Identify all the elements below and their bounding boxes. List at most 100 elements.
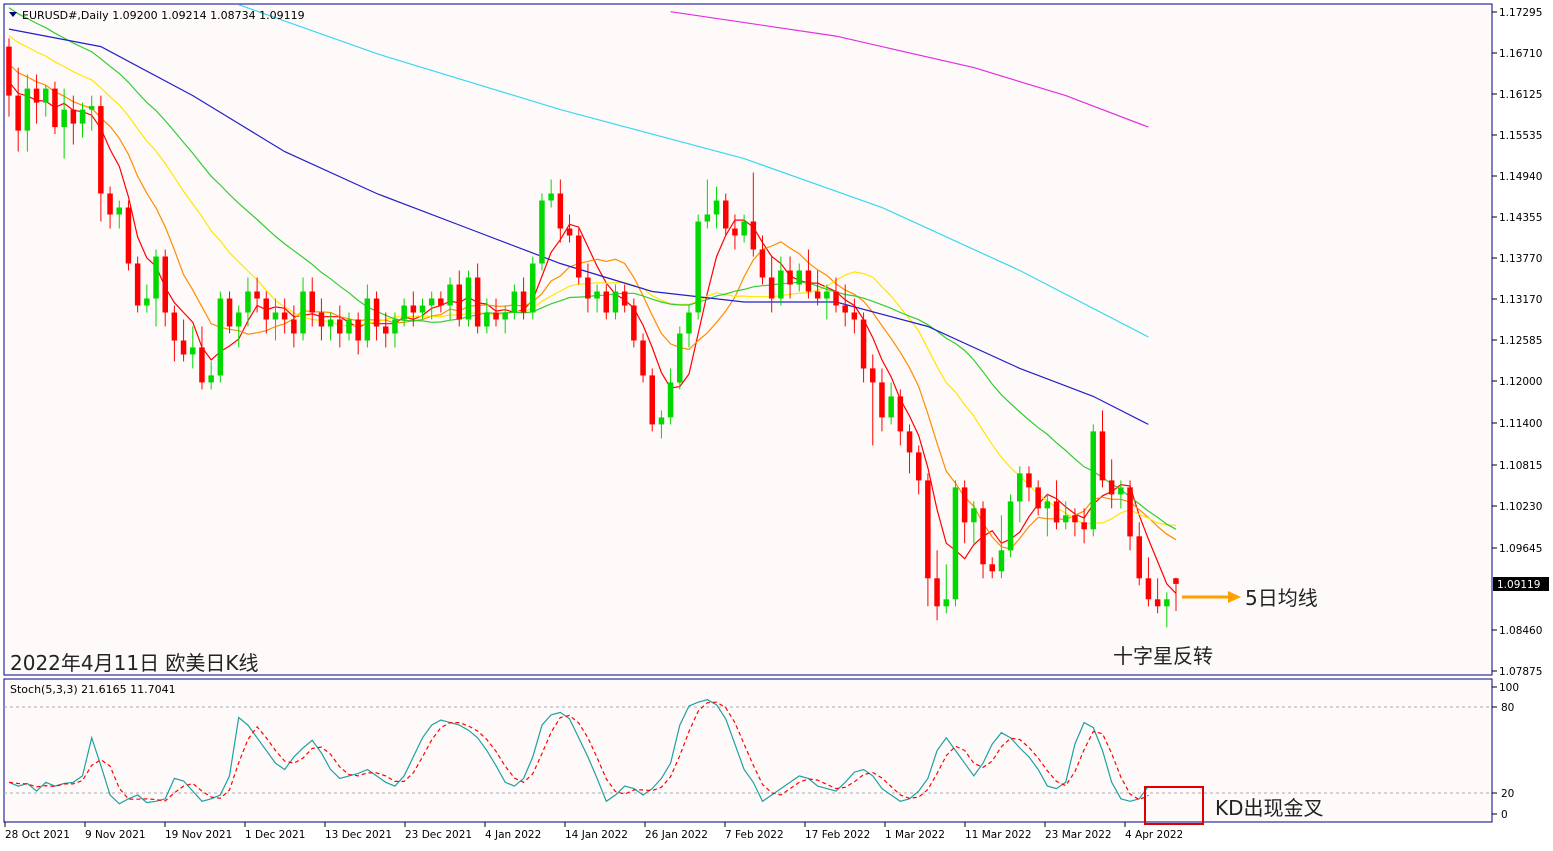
doji-label: 十字星反转 bbox=[1113, 644, 1213, 668]
ma5-arrow-head-icon bbox=[1228, 591, 1241, 603]
price-tick-label: 1.13770 bbox=[1499, 253, 1542, 265]
candle-body bbox=[484, 312, 490, 327]
stoch-header: Stoch(5,3,3) 21.6165 11.7041 bbox=[10, 683, 176, 696]
candle-body bbox=[566, 228, 573, 236]
candle-body bbox=[447, 284, 453, 306]
candle-body bbox=[1063, 515, 1069, 523]
candle-body bbox=[208, 375, 214, 383]
date-tick-label: 4 Jan 2022 bbox=[485, 829, 541, 841]
candle-body bbox=[465, 277, 472, 320]
candle-body bbox=[281, 312, 288, 320]
candle-body bbox=[171, 312, 178, 341]
candle-body bbox=[199, 347, 205, 383]
date-tick-label: 7 Feb 2022 bbox=[725, 829, 784, 841]
candle-body bbox=[870, 368, 876, 383]
candle-body bbox=[814, 291, 821, 299]
ma20-line bbox=[8, 35, 1177, 526]
candle-body bbox=[6, 46, 12, 96]
candle-body bbox=[1035, 487, 1041, 509]
candle-body bbox=[61, 109, 67, 128]
price-tick-label: 1.17295 bbox=[1499, 7, 1542, 19]
candle-body bbox=[107, 193, 113, 215]
candle-body bbox=[833, 291, 839, 306]
candle-body bbox=[337, 319, 343, 334]
candle-body bbox=[989, 564, 995, 572]
candle-body bbox=[33, 88, 40, 103]
candle-body bbox=[493, 312, 499, 320]
candle-body bbox=[153, 256, 159, 299]
candle-body bbox=[419, 305, 426, 313]
price-tick-label: 1.12000 bbox=[1499, 376, 1542, 388]
stoch-tick-label: 100 bbox=[1499, 682, 1519, 694]
candle-body bbox=[824, 291, 830, 299]
price-tick-label: 1.11400 bbox=[1499, 418, 1542, 430]
date-tick-label: 17 Feb 2022 bbox=[805, 829, 870, 841]
candle-body bbox=[401, 305, 407, 320]
candle-body bbox=[263, 298, 269, 320]
candle-body bbox=[998, 550, 1005, 572]
symbol-header: EURUSD#,Daily 1.09200 1.09214 1.08734 1.… bbox=[22, 9, 305, 22]
candle-body bbox=[530, 263, 536, 313]
dropdown-triangle-icon[interactable] bbox=[9, 12, 17, 17]
chart-caption: 2022年4月11日 欧美日K线 bbox=[10, 651, 259, 675]
candle-body bbox=[787, 270, 793, 285]
date-tick-label: 28 Oct 2021 bbox=[5, 829, 70, 841]
candle-body bbox=[300, 291, 306, 334]
stoch-tick-label: 80 bbox=[1501, 702, 1514, 714]
candle-body bbox=[52, 88, 58, 128]
candle-body bbox=[805, 270, 812, 292]
candle-body bbox=[695, 221, 701, 313]
candle-body bbox=[1017, 473, 1023, 502]
date-tick-label: 19 Nov 2021 bbox=[165, 829, 232, 841]
ma30-line bbox=[8, 7, 1177, 530]
candle-body bbox=[925, 480, 931, 579]
candle-body bbox=[750, 221, 757, 250]
stoch-signal-line bbox=[8, 701, 1149, 802]
candle-body bbox=[778, 270, 784, 299]
candle-body bbox=[98, 106, 104, 194]
candle-body bbox=[557, 193, 564, 229]
candle-body bbox=[456, 284, 462, 320]
candle-body bbox=[971, 508, 977, 523]
candle-body bbox=[226, 298, 233, 327]
stoch-tick-label: 0 bbox=[1501, 809, 1508, 821]
candle-body bbox=[383, 326, 389, 334]
candle-body bbox=[603, 291, 609, 313]
candle-body bbox=[502, 312, 508, 320]
price-tick-label: 1.13170 bbox=[1499, 294, 1542, 306]
candle-body bbox=[1127, 487, 1133, 537]
candle-body bbox=[254, 291, 260, 299]
candle-body bbox=[327, 319, 334, 327]
candle-body bbox=[796, 270, 802, 285]
candles bbox=[6, 38, 1179, 628]
candle-body bbox=[125, 207, 132, 264]
stoch-lines bbox=[8, 699, 1149, 805]
date-tick-label: 14 Jan 2022 bbox=[565, 829, 628, 841]
candle-body bbox=[612, 291, 619, 313]
candle-body bbox=[732, 228, 738, 236]
candle-body bbox=[576, 235, 582, 278]
candle-body bbox=[888, 396, 894, 418]
stoch-main-line bbox=[8, 699, 1149, 805]
candle-body bbox=[43, 88, 49, 103]
candle-body bbox=[1072, 515, 1078, 523]
price-tick-label: 1.14940 bbox=[1499, 171, 1542, 183]
date-tick-label: 4 Apr 2022 bbox=[1125, 829, 1183, 841]
price-tick-label: 1.07875 bbox=[1499, 666, 1542, 678]
price-tick-label: 1.15535 bbox=[1499, 130, 1542, 142]
candle-body bbox=[1136, 536, 1142, 579]
candle-body bbox=[217, 298, 224, 376]
candle-body bbox=[180, 340, 187, 355]
price-tick-label: 1.09645 bbox=[1499, 543, 1542, 555]
candle-body bbox=[144, 298, 150, 306]
candle-body bbox=[79, 109, 86, 124]
date-tick-label: 9 Nov 2021 bbox=[85, 829, 146, 841]
candle-body bbox=[1044, 501, 1051, 509]
candle-body bbox=[1154, 599, 1161, 607]
candle-body bbox=[934, 578, 940, 607]
ma5-label: 5日均线 bbox=[1245, 586, 1318, 610]
candle-body bbox=[15, 95, 21, 131]
date-tick-label: 23 Dec 2021 bbox=[405, 829, 472, 841]
candle-body bbox=[759, 249, 766, 278]
candle-body bbox=[585, 277, 591, 299]
